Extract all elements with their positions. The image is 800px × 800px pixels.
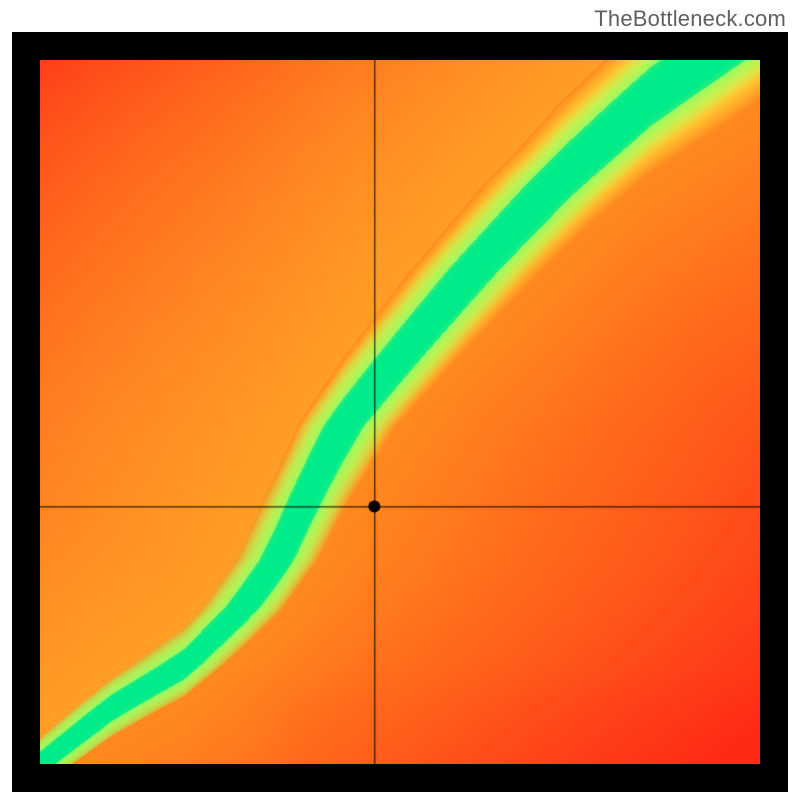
watermark-text: TheBottleneck.com: [594, 6, 786, 32]
chart-frame: [12, 32, 788, 792]
bottleneck-heatmap: [40, 60, 760, 764]
